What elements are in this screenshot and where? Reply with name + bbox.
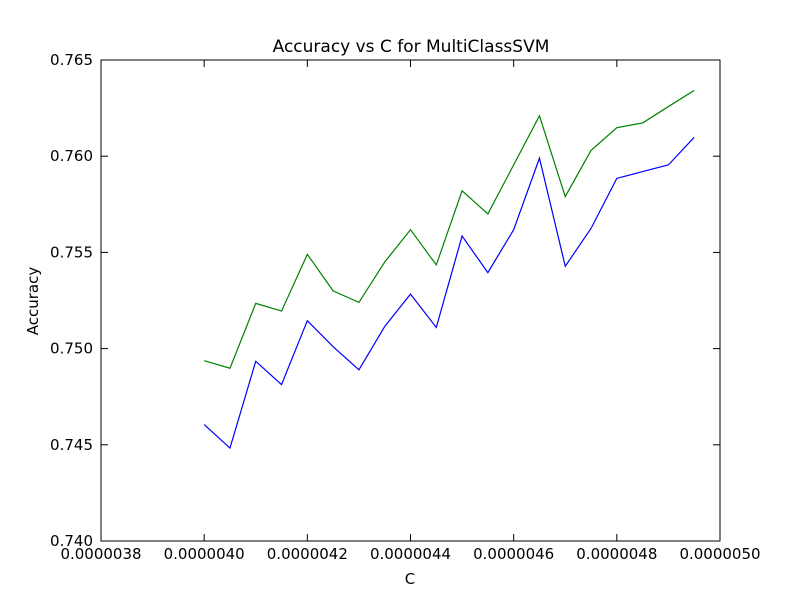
x-tick-label: 0.0000046: [473, 545, 554, 563]
x-tick-label: 0.0000040: [164, 545, 245, 563]
series-line-1: [203, 136, 695, 450]
plot-frame: [100, 59, 721, 542]
series-layer: [203, 89, 695, 450]
ticks-layer: 0.0000038 0.0000040 0.0000042 0.0000044 0.00…: [50, 51, 761, 563]
x-tick-label: 0.0000038: [60, 545, 141, 563]
x-tick-label: 0.0000042: [267, 545, 348, 563]
y-tick-label: 0.765: [50, 51, 93, 69]
x-tick-label: 0.0000044: [370, 545, 451, 563]
y-tick-label: 0.755: [50, 243, 93, 261]
x-tick-label: 0.0000048: [576, 545, 657, 563]
x-tick-label: 0.0000050: [679, 545, 760, 563]
x-axis-label: C: [405, 570, 415, 588]
y-tick-label: 0.745: [50, 436, 93, 454]
y-tick-label: 0.760: [50, 147, 93, 165]
series-line-2: [204, 89, 695, 369]
y-tick-label: 0.750: [50, 340, 93, 358]
chart-title: Accuracy vs C for MultiClassSVM: [273, 37, 550, 57]
y-axis-label: Accuracy: [24, 267, 42, 336]
y-tick-label: 0.740: [50, 532, 93, 550]
